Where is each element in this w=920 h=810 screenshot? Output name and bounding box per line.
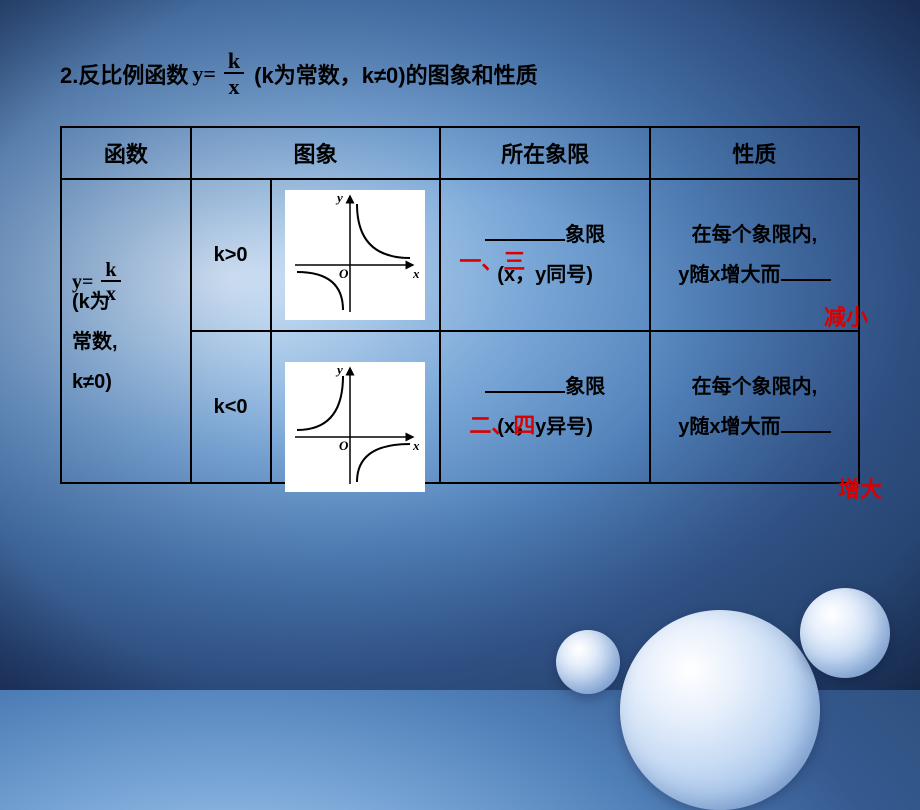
fn-frac-den: x	[106, 282, 116, 304]
title-suffix: (k为常数，k≠0)的图象和性质	[254, 58, 537, 90]
cell-property: 在每个象限内, y随x增大而 减小	[650, 179, 859, 331]
hyperbola-neg-svg: x y O	[285, 362, 425, 492]
origin-label: O	[339, 438, 349, 453]
quadrant-blank	[485, 373, 565, 393]
quadrant-blank	[485, 221, 565, 241]
title-frac-den: x	[229, 74, 240, 98]
prop-line2: y随x增大而	[678, 264, 780, 286]
prop-blank	[781, 261, 831, 281]
prop-line2: y随x增大而	[678, 416, 780, 438]
prop-blank	[781, 413, 831, 433]
fn-frac-num: k	[101, 260, 120, 282]
graph-k-positive: x y O	[285, 190, 425, 320]
cell-condition: k<0	[191, 331, 271, 483]
quad-answer: 一、三	[459, 240, 525, 284]
cell-property: 在每个象限内, y随x增大而 增大	[650, 331, 859, 483]
th-quadrant: 所在象限	[440, 127, 649, 179]
origin-label: O	[339, 266, 349, 281]
th-graph: 图象	[191, 127, 441, 179]
th-function: 函数	[61, 127, 191, 179]
title-yeq: y=	[192, 61, 216, 87]
decor-sphere-large	[620, 610, 820, 810]
prop-line1: 在每个象限内,	[659, 215, 850, 255]
cell-condition: k>0	[191, 179, 271, 331]
title-frac-num: k	[224, 50, 244, 74]
x-axis-label: x	[412, 438, 420, 453]
slide-title: 2.反比例函数 y= k x (k为常数，k≠0)的图象和性质	[60, 50, 880, 98]
prop-line1: 在每个象限内,	[659, 367, 850, 407]
fn-line2: (k为	[72, 282, 182, 322]
table-header-row: 函数 图象 所在象限 性质	[61, 127, 859, 179]
cell-graph: x y O	[271, 331, 441, 483]
cell-graph: x y O	[271, 179, 441, 331]
hyperbola-pos-svg: x y O	[285, 190, 425, 320]
properties-table: 函数 图象 所在象限 性质 y= k x (k为 常数, k≠0) k>0	[60, 126, 860, 484]
prop-answer: 增大	[838, 468, 882, 512]
decor-sphere-medium	[800, 588, 890, 678]
slide-content: 2.反比例函数 y= k x (k为常数，k≠0)的图象和性质 函数 图象 所在…	[60, 50, 880, 484]
title-prefix: 2.反比例函数	[60, 58, 188, 90]
cell-quadrant: 象限 (x，y同号) 一、三	[440, 179, 649, 331]
quad-answer: 二、四	[469, 404, 535, 448]
decor-sphere-small	[556, 630, 620, 694]
fn-fraction: k x	[101, 260, 120, 304]
quad-suffix: 象限	[565, 224, 605, 246]
x-axis-label: x	[412, 266, 420, 281]
cell-quadrant: 象限 (x，y异号) 二、四	[440, 331, 649, 483]
quad-suffix: 象限	[565, 376, 605, 398]
cell-function: y= k x (k为 常数, k≠0)	[61, 179, 191, 483]
graph-k-negative: x y O	[285, 362, 425, 492]
fn-line4: k≠0)	[72, 362, 182, 402]
title-fraction: k x	[224, 50, 244, 98]
fn-line3: 常数,	[72, 322, 182, 362]
table-row: y= k x (k为 常数, k≠0) k>0 x	[61, 179, 859, 331]
y-axis-label: y	[335, 190, 343, 205]
y-axis-label: y	[335, 362, 343, 377]
th-property: 性质	[650, 127, 859, 179]
